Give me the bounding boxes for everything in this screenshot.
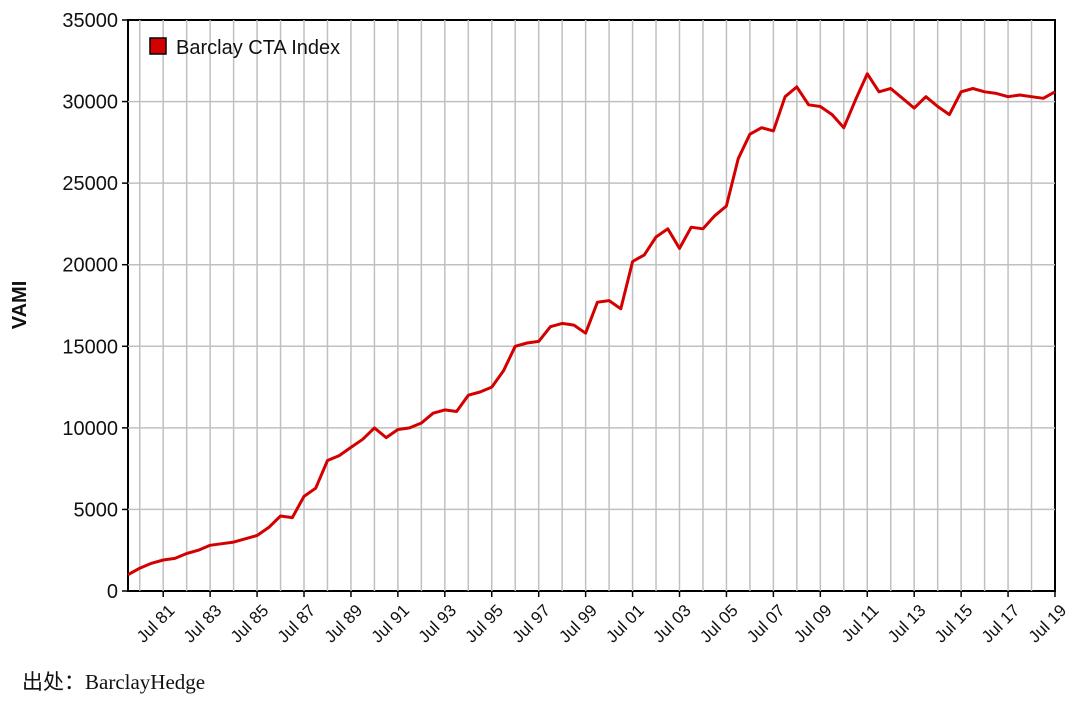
- plot-area: [127, 19, 1056, 592]
- x-tick-label: Jul 09: [790, 601, 836, 647]
- y-axis-ticks: 0 5000 10000 15000 20000 25000 30000 35000: [62, 10, 128, 603]
- x-tick-label: Jul 13: [884, 601, 930, 647]
- y-tick-label: 20000: [62, 255, 118, 277]
- x-tick-label: Jul 11: [838, 601, 883, 646]
- y-tick-label: 0: [107, 581, 118, 603]
- x-axis-ticks: Jul 81 Jul 83 Jul 85 Jul 87 Jul 89 Jul 91 Jul …: [133, 591, 1070, 646]
- x-tick-label: Jul 89: [321, 601, 367, 647]
- y-tick-label: 5000: [74, 499, 119, 521]
- y-tick-label: 35000: [62, 10, 118, 32]
- x-tick-label: Jul 03: [649, 601, 695, 647]
- y-tick-label: 30000: [62, 92, 118, 114]
- x-tick-label: Jul 17: [978, 601, 1024, 647]
- x-tick-label: Jul 07: [743, 601, 789, 647]
- x-tick-label: Jul 99: [555, 601, 601, 647]
- y-tick-label: 25000: [62, 173, 118, 195]
- y-axis-label: VAMI: [9, 281, 31, 330]
- x-tick-label: Jul 15: [931, 601, 977, 647]
- series-layer: [127, 72, 1056, 577]
- x-tick-label: Jul 85: [227, 601, 273, 647]
- x-tick-label: Jul 83: [180, 601, 226, 647]
- legend-label: Barclay CTA Index: [176, 37, 340, 59]
- y-tick-label: 10000: [62, 418, 118, 440]
- x-tick-label: Jul 81: [133, 601, 179, 647]
- y-tick-label: 15000: [62, 336, 118, 358]
- legend-swatch: [149, 37, 167, 55]
- legend: Barclay CTA Index: [149, 37, 340, 59]
- series-line-barclay-cta-index: [127, 72, 1056, 577]
- x-tick-label: Jul 97: [508, 601, 554, 647]
- x-tick-label: Jul 93: [415, 601, 461, 647]
- vami-line-chart: 0 5000 10000 15000 20000 25000 30000 35000 Jul …: [9, 10, 1070, 646]
- x-tick-label: Jul 91: [368, 601, 414, 647]
- x-tick-label: Jul 19: [1025, 601, 1071, 647]
- x-tick-label: Jul 05: [696, 601, 742, 647]
- gridlines: [128, 20, 1055, 591]
- x-tick-label: Jul 01: [602, 601, 648, 647]
- x-tick-label: Jul 95: [462, 601, 508, 647]
- x-tick-label: Jul 87: [274, 601, 320, 647]
- source-note: 出处：BarclayHedge: [22, 670, 206, 694]
